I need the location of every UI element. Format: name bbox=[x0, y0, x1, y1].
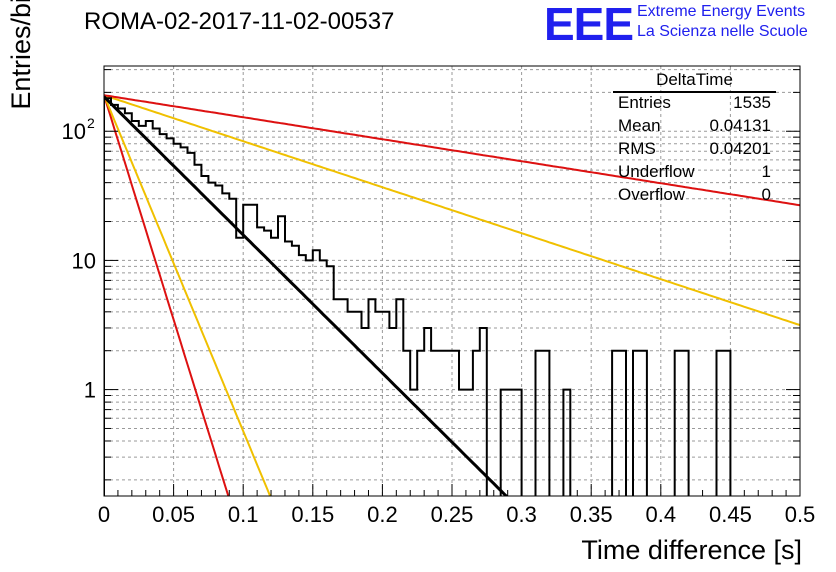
stats-value: 0.04201 bbox=[709, 139, 771, 158]
logo-mark: EEE bbox=[544, 0, 634, 50]
bound-curve bbox=[104, 94, 800, 327]
x-tick-label: 0.1 bbox=[228, 502, 259, 527]
stats-value: 1535 bbox=[733, 93, 771, 112]
x-tick-label: 0.05 bbox=[152, 502, 195, 527]
tick-labels: 0 0.05 0.1 0.15 0.2 0.25 0.3 0.35 0.4 0.45 0.51101… bbox=[62, 115, 816, 527]
x-tick-label: 0.2 bbox=[367, 502, 398, 527]
stats-title: DeltaTime bbox=[656, 70, 733, 89]
grid-lines bbox=[104, 66, 800, 496]
stats-row-entries: Entries 1535 bbox=[618, 93, 771, 115]
x-tick-label: 0.3 bbox=[506, 502, 537, 527]
plot-frame bbox=[103, 65, 801, 497]
stats-key: Underflow bbox=[618, 162, 695, 181]
stats-key: Overflow bbox=[618, 185, 686, 204]
y-tick-label: 1 bbox=[84, 378, 96, 403]
stats-key: RMS bbox=[618, 139, 656, 158]
x-axis-label: Time difference [s] bbox=[581, 535, 802, 565]
x-tick-label: 0.45 bbox=[709, 502, 752, 527]
logo-line-1: Extreme Energy Events bbox=[637, 3, 806, 20]
stats-key: Mean bbox=[618, 116, 661, 135]
fit-curve bbox=[104, 95, 509, 496]
x-tick-label: 0.35 bbox=[570, 502, 613, 527]
y-axis-label: Entries/bin bbox=[6, 0, 36, 110]
x-tick-label: 0.15 bbox=[291, 502, 334, 527]
x-tick-label: 0 bbox=[98, 502, 110, 527]
stats-value: 0 bbox=[761, 185, 771, 204]
stats-row-underflow: Underflow 1 bbox=[618, 162, 771, 184]
stats-row-mean: Mean 0.04131 bbox=[618, 116, 771, 138]
bound-curve bbox=[104, 94, 800, 207]
stats-value: 1 bbox=[761, 162, 771, 181]
x-tick-label: 0.4 bbox=[646, 502, 677, 527]
x-tick-label: 0.5 bbox=[785, 502, 816, 527]
y-tick-exponent: 2 bbox=[87, 115, 95, 131]
y-tick-label: 10 bbox=[72, 248, 96, 273]
stats-value: 0.04131 bbox=[709, 116, 771, 135]
bound-curve bbox=[104, 94, 230, 496]
fit-curves bbox=[104, 94, 800, 496]
x-tick-label: 0.25 bbox=[431, 502, 474, 527]
y-tick-label: 10 bbox=[62, 119, 86, 144]
stats-row-overflow: Overflow 0 bbox=[618, 185, 771, 207]
stats-key: Entries bbox=[618, 93, 671, 112]
bound-curve bbox=[104, 94, 272, 496]
stats-divider bbox=[613, 91, 776, 93]
logo-line-2: La Scienza nelle Scuole bbox=[637, 23, 808, 40]
run-title: ROMA-02-2017-11-02-00537 bbox=[84, 8, 395, 35]
histogram-outline bbox=[104, 97, 732, 496]
histogram bbox=[104, 97, 732, 496]
eee-logo: EEE Extreme Energy Events La Scienza nel… bbox=[544, 0, 834, 50]
stats-row-rms: RMS 0.04201 bbox=[618, 139, 771, 161]
